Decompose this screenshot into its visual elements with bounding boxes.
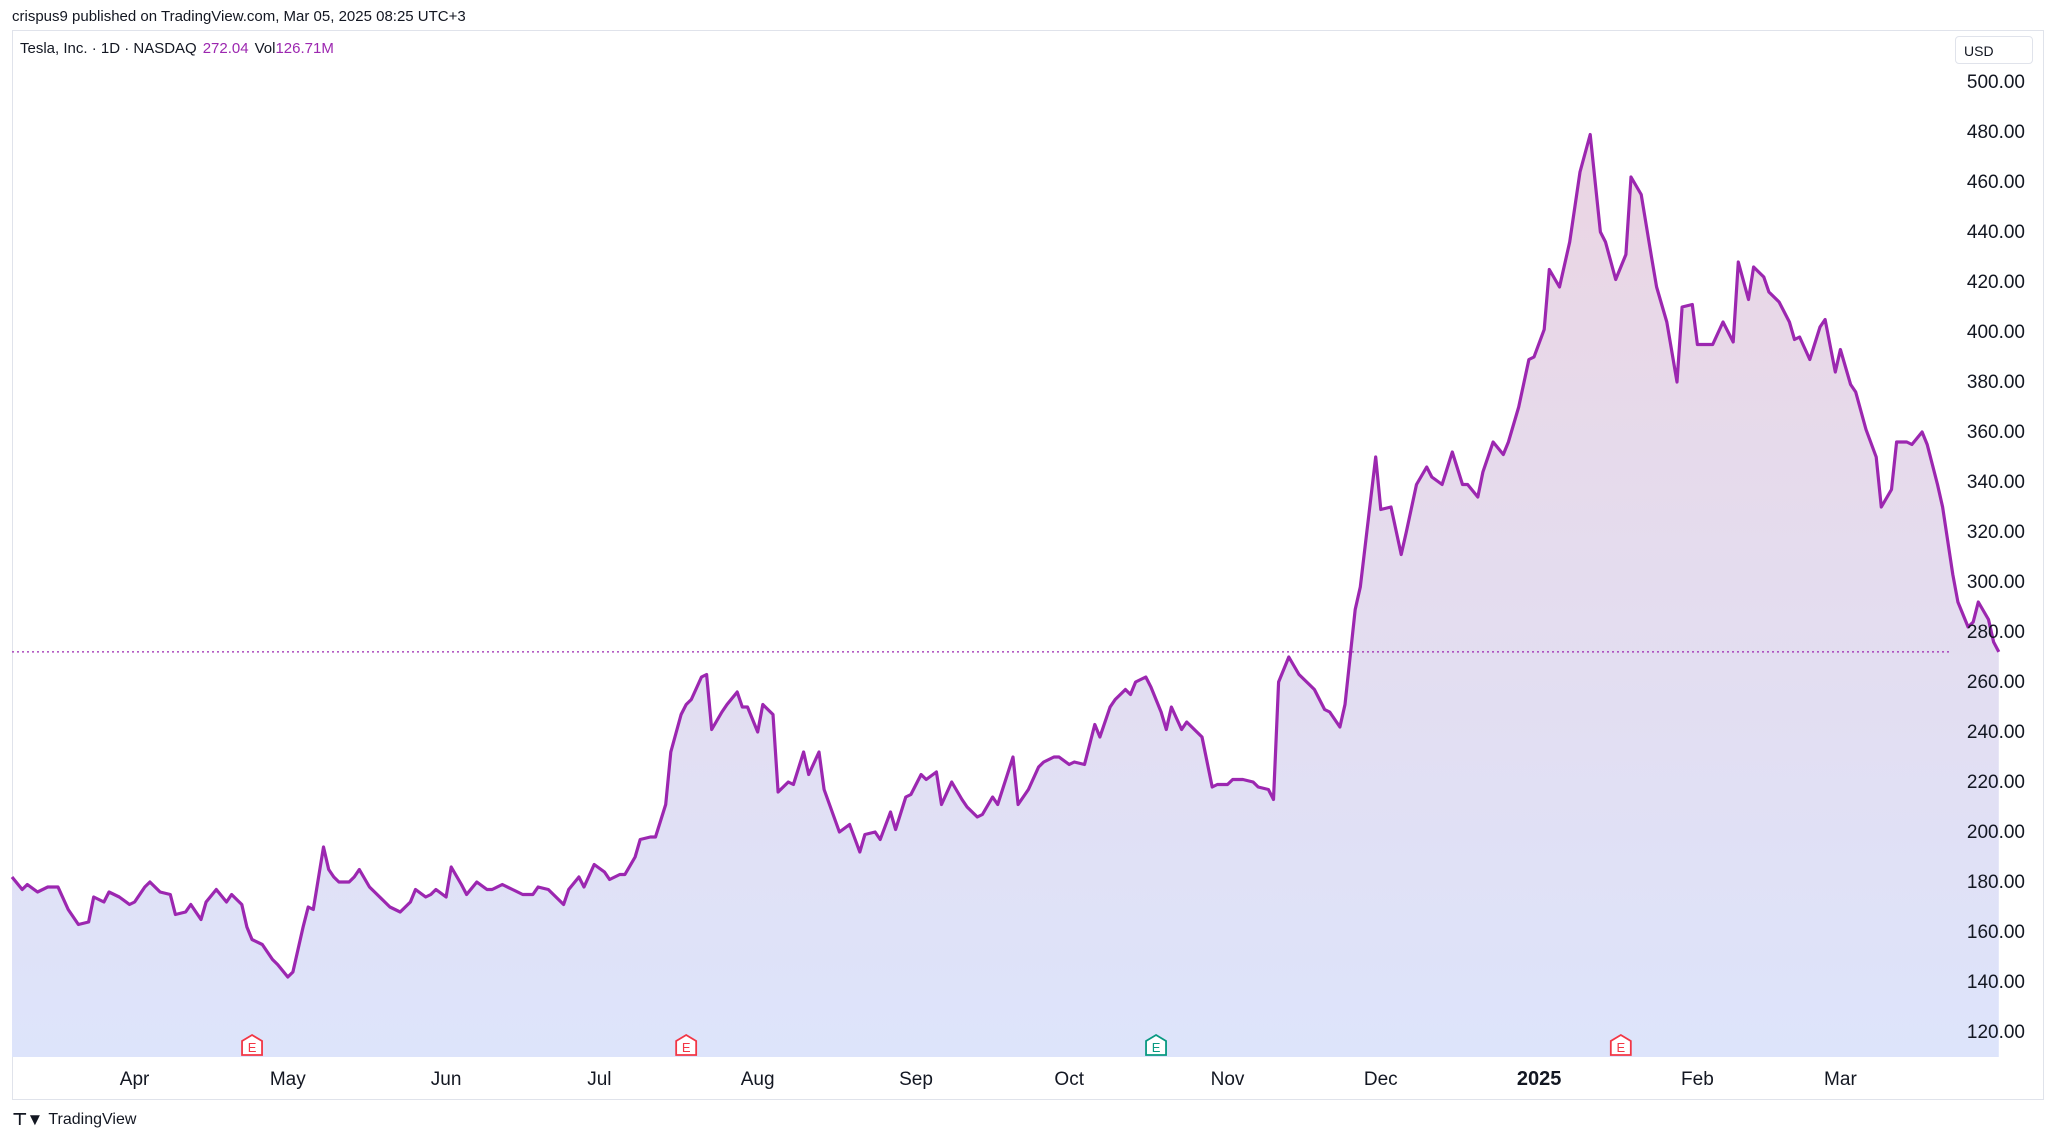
brand-name: TradingView bbox=[48, 1111, 137, 1128]
volume-label: Vol bbox=[254, 40, 276, 57]
y-tick-label: 440.00 bbox=[1967, 222, 2025, 243]
x-tick-label: Jul bbox=[587, 1069, 611, 1090]
earnings-marker[interactable]: E bbox=[241, 1033, 263, 1056]
earnings-marker-shape bbox=[1145, 1033, 1167, 1056]
y-tick-label: 260.00 bbox=[1967, 672, 2025, 693]
y-tick-label: 420.00 bbox=[1967, 272, 2025, 293]
x-tick-label: Mar bbox=[1824, 1069, 1857, 1090]
y-tick-label: 160.00 bbox=[1967, 922, 2025, 943]
earnings-marker[interactable]: E bbox=[1609, 1033, 1632, 1056]
y-tick-label: 300.00 bbox=[1967, 572, 2025, 593]
last-price-value: 272.04 bbox=[202, 40, 249, 57]
x-tick-label: Aug bbox=[741, 1069, 775, 1090]
y-tick-label: 500.00 bbox=[1967, 72, 2025, 93]
symbol-legend: Tesla, Inc. · 1D · NASDAQ 272.04 Vol126.71… bbox=[20, 40, 334, 57]
chart-frame[interactable] bbox=[12, 30, 2044, 1100]
x-tick-label: Oct bbox=[1054, 1069, 1084, 1090]
x-tick-label: May bbox=[270, 1069, 306, 1090]
earnings-marker-shape bbox=[675, 1033, 698, 1056]
area-fill bbox=[12, 134, 1999, 1057]
y-tick-label: 480.00 bbox=[1967, 122, 2025, 143]
tradingview-logo-icon: ⊤▼ bbox=[12, 1110, 43, 1129]
earnings-marker-label: E bbox=[1152, 1040, 1161, 1055]
earnings-marker-label: E bbox=[248, 1040, 257, 1055]
y-tick-label: 380.00 bbox=[1967, 372, 2025, 393]
earnings-marker-label: E bbox=[1616, 1040, 1625, 1055]
volume-value: 126.71M bbox=[275, 40, 334, 57]
y-tick-label: 320.00 bbox=[1967, 522, 2025, 543]
symbol-description: Tesla, Inc. · 1D · NASDAQ bbox=[20, 40, 197, 57]
x-tick-label: Jun bbox=[431, 1069, 462, 1090]
y-tick-label: 120.00 bbox=[1967, 1022, 2025, 1043]
currency-button[interactable]: USD bbox=[1955, 36, 2033, 64]
earnings-marker-shape bbox=[241, 1033, 263, 1056]
x-tick-label: Apr bbox=[120, 1069, 150, 1090]
x-tick-label: Sep bbox=[899, 1069, 933, 1090]
y-tick-label: 200.00 bbox=[1967, 822, 2025, 843]
y-tick-label: 180.00 bbox=[1967, 872, 2025, 893]
y-tick-label: 460.00 bbox=[1967, 172, 2025, 193]
y-tick-label: 140.00 bbox=[1967, 972, 2025, 993]
earnings-marker-label: E bbox=[682, 1040, 691, 1055]
x-tick-label: 2025 bbox=[1517, 1068, 1562, 1090]
x-tick-label: Dec bbox=[1364, 1069, 1398, 1090]
x-axis[interactable]: Apr May Jun Jul Aug Sep Oct Nov Dec 2025 Feb Mar bbox=[120, 1068, 1858, 1090]
x-tick-label: Nov bbox=[1211, 1069, 1245, 1090]
tradingview-brand[interactable]: ⊤▼ TradingView bbox=[12, 1110, 136, 1130]
price-line[interactable] bbox=[10, 132, 2001, 979]
y-axis[interactable]: 120.00 140.00 160.00 180.00 200.00 220.00 240.… bbox=[1967, 72, 2025, 1043]
y-tick-label: 220.00 bbox=[1967, 772, 2025, 793]
x-tick-label: Feb bbox=[1681, 1069, 1714, 1090]
y-tick-label: 280.00 bbox=[1967, 622, 2025, 643]
publisher-caption: crispus9 published on TradingView.com, M… bbox=[12, 8, 466, 25]
earnings-marker-shape bbox=[1609, 1033, 1632, 1056]
y-tick-label: 240.00 bbox=[1967, 722, 2025, 743]
y-tick-label: 340.00 bbox=[1967, 472, 2025, 493]
earnings-marker[interactable]: E bbox=[675, 1033, 698, 1056]
y-tick-label: 360.00 bbox=[1967, 422, 2025, 443]
y-tick-label: 400.00 bbox=[1967, 322, 2025, 343]
price-line-layer bbox=[10, 132, 2001, 979]
earnings-marker[interactable]: E bbox=[1145, 1033, 1167, 1056]
area-fill-layer bbox=[12, 134, 1999, 1057]
